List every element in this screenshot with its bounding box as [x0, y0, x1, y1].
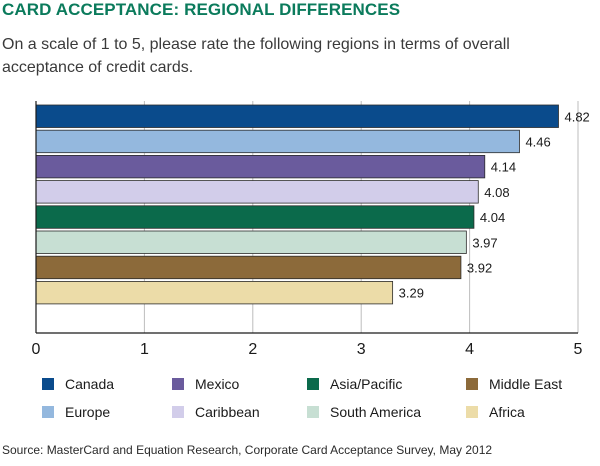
legend-label: Asia/Pacific: [330, 376, 402, 392]
legend-label: Europe: [65, 404, 110, 420]
x-tick-label: 5: [574, 341, 583, 358]
bar-caribbean: [35, 180, 479, 204]
bar-south-america: [35, 230, 467, 254]
bar-mexico: [35, 154, 486, 179]
x-tick-label: 1: [140, 341, 149, 358]
bar-europe: [35, 129, 520, 154]
x-tick-label: 2: [248, 341, 257, 358]
legend-swatch: [172, 378, 184, 390]
value-label: 3.29: [399, 286, 424, 301]
legend-label: Caribbean: [195, 404, 260, 420]
legend-label: Middle East: [489, 376, 562, 392]
value-label: 4.82: [564, 109, 589, 124]
chart-title: CARD ACCEPTANCE: REGIONAL DIFFERENCES: [2, 0, 401, 19]
legend-swatch: [42, 406, 54, 418]
legend-swatch: [307, 378, 319, 390]
legend-swatch: [466, 378, 478, 390]
legend-label: Mexico: [195, 376, 240, 392]
value-label: 3.92: [467, 260, 492, 275]
chart-subtitle: On a scale of 1 to 5, please rate the fo…: [2, 36, 510, 76]
value-label: 4.14: [491, 160, 516, 175]
source-note: Source: MasterCard and Equation Research…: [2, 443, 493, 457]
x-tick-label: 3: [357, 341, 366, 358]
legend-label: South America: [330, 404, 421, 420]
x-tick-label: 0: [32, 341, 41, 358]
x-tick-label: 4: [465, 341, 474, 358]
bar-canada: [35, 104, 559, 128]
value-label: 4.04: [480, 210, 505, 225]
bar-middle-east: [35, 255, 462, 280]
bar-layer: 4.82 4.46 4.14 4.08 4.04 3.97 3.92 3.29: [35, 104, 590, 305]
legend-label: Canada: [65, 376, 114, 392]
legend-swatch: [466, 406, 478, 418]
axis-layer: 0 1 2 3 4 5: [32, 101, 583, 358]
legend-swatch: [172, 406, 184, 418]
value-label: 4.08: [484, 185, 509, 200]
legend-layer: Canada Europe Mexico Caribbean Asia/Pacific S…: [42, 376, 562, 420]
legend-swatch: [307, 406, 319, 418]
bar-africa: [35, 280, 394, 305]
legend-swatch: [42, 378, 54, 390]
bar-asia-pacific: [35, 205, 475, 229]
value-label: 4.46: [525, 134, 550, 149]
value-label: 3.97: [472, 235, 497, 250]
legend-label: Africa: [489, 404, 525, 420]
